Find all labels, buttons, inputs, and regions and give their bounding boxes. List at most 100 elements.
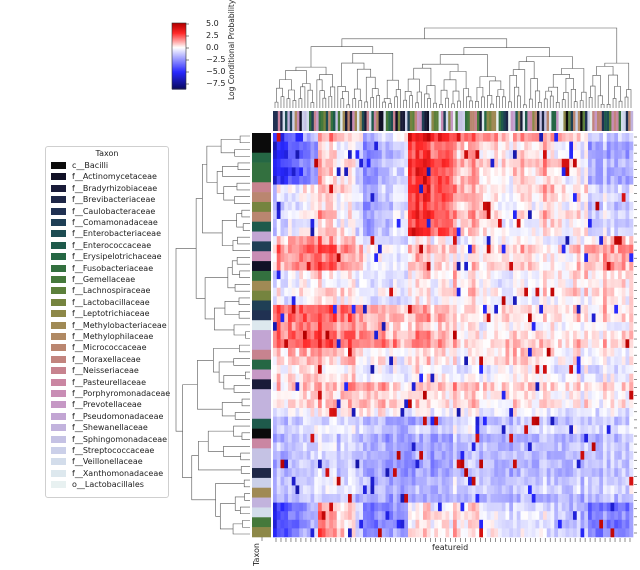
heatmap-cell [550,528,555,538]
heatmap-cell [618,511,623,521]
heatmap-cell [606,287,611,297]
heatmap-cell [524,476,529,486]
heatmap-cell [468,485,473,495]
heatmap-cell [513,485,518,495]
heatmap-cell [509,356,514,366]
heatmap-cell [280,442,285,452]
heatmap-cell [603,150,608,160]
column-taxon-swatch [359,111,362,131]
heatmap-cell [325,236,330,246]
heatmap-cell [618,296,623,306]
heatmap-cell [595,210,600,220]
heatmap-cell [618,408,623,417]
heatmap-cell [276,347,281,357]
heatmap-cell [351,373,356,383]
heatmap-cell [453,451,458,460]
dendrogram-branch [383,98,391,104]
heatmap-cell [284,296,289,306]
heatmap-cell [516,322,521,332]
heatmap-cell [381,373,386,383]
heatmap-cell [333,184,338,194]
heatmap-cell [625,365,630,374]
heatmap-cell [546,476,551,486]
heatmap-cell [629,494,634,503]
heatmap-cell [606,347,611,357]
heatmap-cell [291,390,296,400]
heatmap-cell [539,451,544,460]
heatmap-cell [453,339,458,349]
heatmap-cell [411,330,416,340]
heatmap-cell [516,236,521,246]
heatmap-cell [460,442,465,452]
heatmap-cell [314,287,319,297]
heatmap-cell [614,210,619,220]
heatmap-cell [456,390,461,400]
heatmap-cell [603,253,608,263]
heatmap-cell [385,261,390,271]
heatmap-cell [381,356,386,366]
heatmap-cell [524,184,529,194]
heatmap-cell [606,201,611,211]
heatmap-cell [610,304,615,314]
heatmap-cell [355,468,360,478]
heatmap-cell [595,485,600,495]
dendrogram-branch [197,360,223,410]
heatmap-cell [374,451,379,460]
heatmap-cell [408,390,413,400]
heatmap-cell [351,528,356,538]
heatmap-cell [486,502,491,512]
heatmap-cell [614,244,619,254]
heatmap-cell [558,270,563,280]
heatmap-cell [588,133,593,142]
heatmap-cell [599,227,604,237]
heatmap-cell [333,261,338,271]
heatmap-cell [453,433,458,443]
heatmap-cell [543,519,548,529]
heatmap-cell [539,236,544,246]
heatmap-cell [434,468,439,478]
heatmap-cell [363,279,368,289]
heatmap-cell [396,502,401,512]
heatmap-cell [569,133,574,142]
heatmap-cell [314,408,319,417]
heatmap-cell [348,468,353,478]
heatmap-cell [314,399,319,409]
heatmap-cell [303,270,308,280]
heatmap-cell [550,193,555,203]
heatmap-cell [366,253,371,263]
heatmap-cell [460,287,465,297]
heatmap-cell [573,511,578,521]
heatmap-cell [299,528,304,538]
heatmap-cell [411,244,416,254]
column-taxon-swatch [604,111,607,131]
heatmap-cell [606,425,611,435]
heatmap-cell [351,193,356,203]
heatmap-cell [610,382,615,392]
heatmap-cell [355,227,360,237]
heatmap-cell [411,175,416,185]
heatmap-cell [494,133,499,142]
heatmap-cell [588,485,593,495]
heatmap-cell [561,528,566,538]
column-taxon-swatch [544,111,547,131]
heatmap-cell [348,193,353,203]
heatmap-cell [351,158,356,168]
heatmap-cell [273,227,278,237]
heatmap-cell [321,150,326,160]
heatmap-cell [599,382,604,392]
heatmap-cell [565,339,570,349]
column-taxon-swatch [448,111,451,131]
heatmap-cell [460,236,465,246]
heatmap-cell [453,416,458,426]
heatmap-cell [288,339,293,349]
heatmap-cell [411,442,416,452]
heatmap-cell [445,476,450,486]
heatmap-cell [288,373,293,383]
heatmap-cell [494,167,499,177]
heatmap-cell [554,425,559,435]
heatmap-cell [299,150,304,160]
dendrogram-branch [224,300,240,316]
heatmap-cell [426,339,431,349]
heatmap-cell [408,373,413,383]
heatmap-cell [288,279,293,289]
